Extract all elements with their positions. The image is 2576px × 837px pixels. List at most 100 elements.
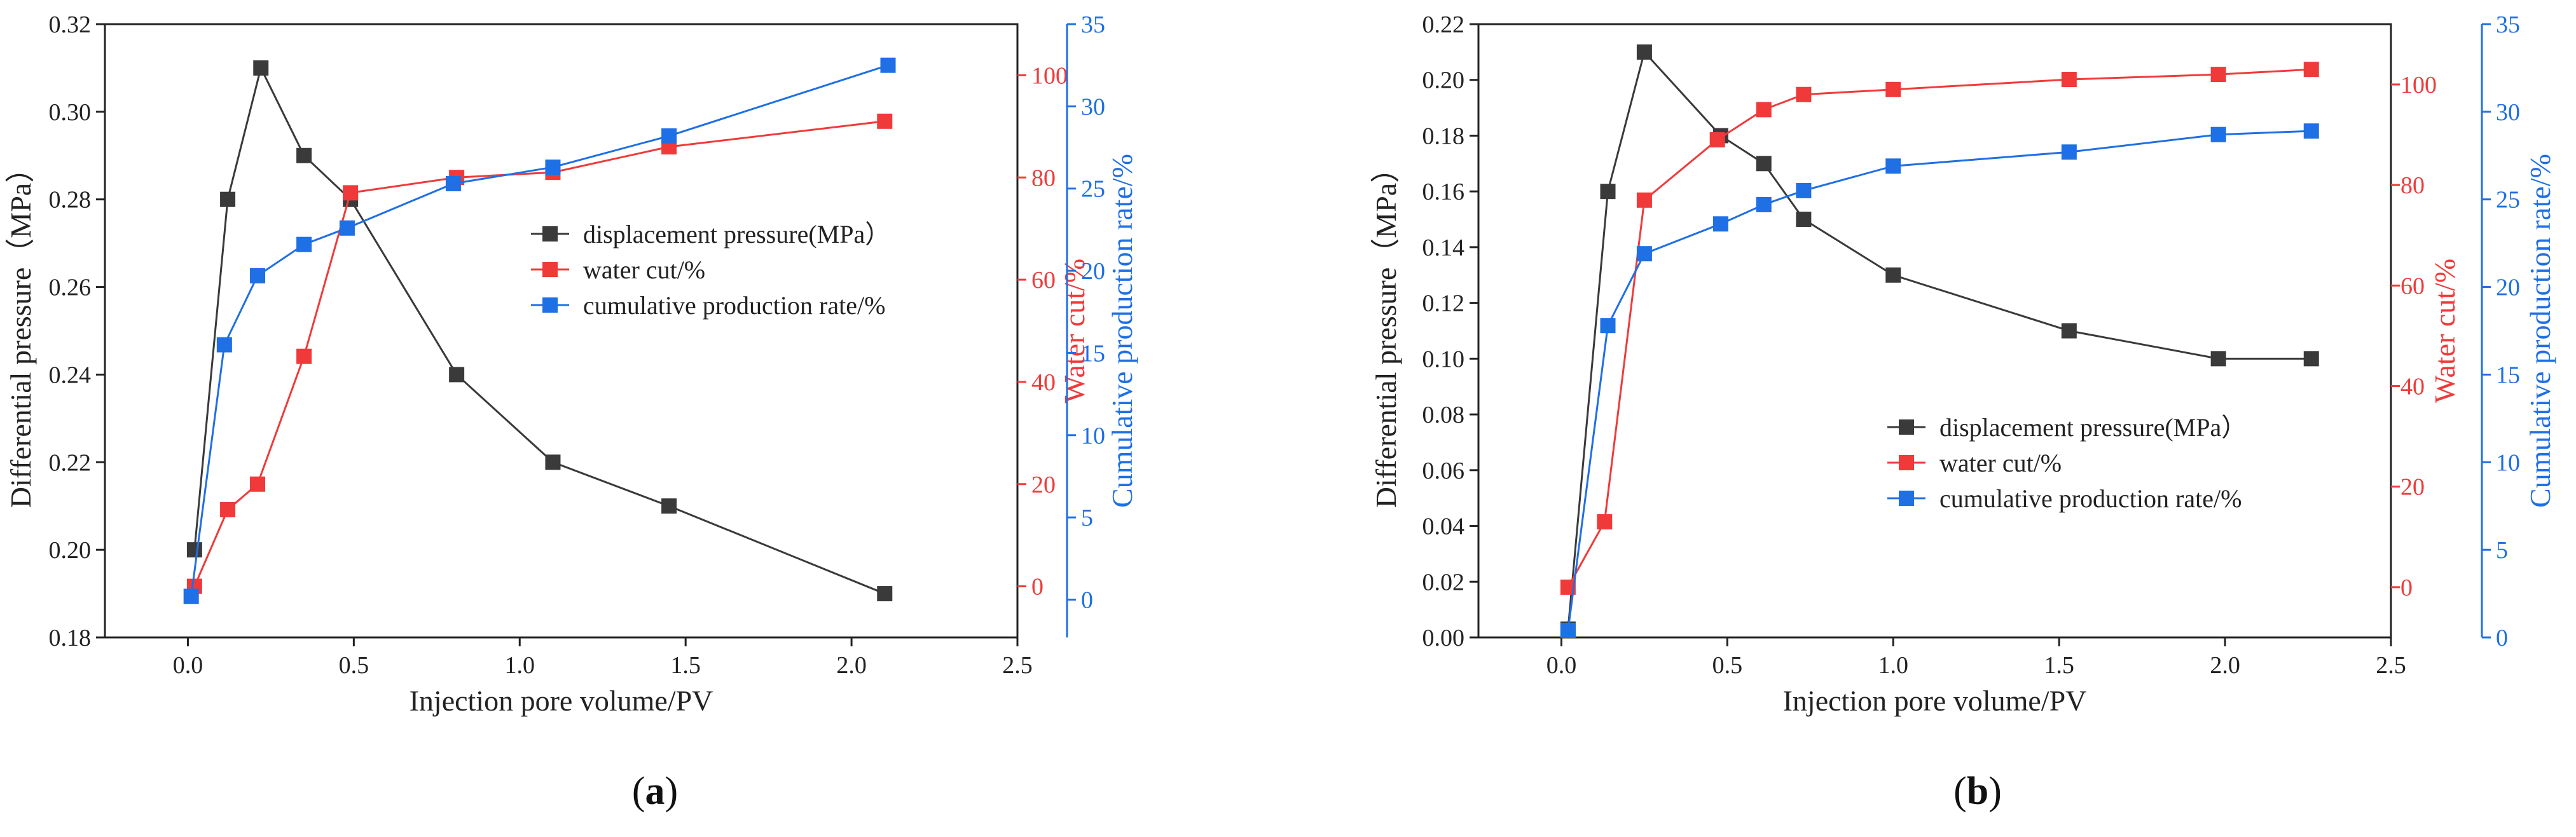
y-right2-tick-label: 20 <box>1081 258 1105 285</box>
y-right2-axis-title: Cumulative production rate/% <box>1106 154 1138 508</box>
x-tick-label: 1.5 <box>2044 652 2074 679</box>
caption-letter: a <box>645 770 665 813</box>
y-right1-tick-label: 60 <box>1031 267 1056 294</box>
series-line-production <box>190 64 888 597</box>
data-point-production <box>445 175 461 191</box>
y-right2-tick-label: 15 <box>1081 340 1105 367</box>
y-left-tick-label: 0.22 <box>1422 11 1465 38</box>
data-point-production <box>1600 318 1616 334</box>
data-point-production <box>880 57 896 73</box>
y-right2-tick-label: 0 <box>2496 625 2508 651</box>
data-point-pressure <box>186 542 202 558</box>
data-point-production <box>2061 144 2077 160</box>
x-tick-label: 1.0 <box>1878 652 1909 679</box>
legend-label: displacement pressure(MPa） <box>1939 413 2247 442</box>
legend-marker-pressure <box>542 226 558 242</box>
y-left-tick-label: 0.14 <box>1422 235 1465 261</box>
caption-letter: b <box>1967 770 1988 813</box>
data-point-water <box>296 348 312 364</box>
y-right1-axis-title: Water cut/% <box>1058 259 1091 403</box>
series-line-water <box>1567 68 2311 588</box>
data-point-pressure <box>296 147 312 163</box>
y-right2-tick-label: 25 <box>2496 187 2520 214</box>
legend-marker-production <box>1899 491 1914 506</box>
data-point-pressure <box>2303 351 2319 367</box>
data-point-water <box>220 501 236 517</box>
y-right1-tick-label: 100 <box>2400 72 2437 99</box>
y-right1-tick-label: 40 <box>2400 374 2425 400</box>
data-point-production <box>339 220 355 236</box>
y-left-tick-label: 0.00 <box>1422 625 1465 651</box>
series-line-pressure <box>1567 50 2311 629</box>
data-point-pressure <box>1756 156 1772 172</box>
data-point-water <box>1756 102 1772 118</box>
y-right2-tick-label: 35 <box>1081 11 1105 38</box>
y-left-tick-label: 0.24 <box>49 362 92 388</box>
chart-panel-b: 0.0 0.5 1.0 1.5 2.0 2.5 Injection pore volume/… <box>1370 11 2556 813</box>
y-right1-tick-label: 0 <box>1031 574 1043 601</box>
y-left-tick-label: 0.18 <box>49 625 92 651</box>
series-line-pressure <box>193 65 885 595</box>
data-point-pressure <box>877 586 893 602</box>
y-left-tick-label: 0.22 <box>49 449 92 476</box>
data-point-water <box>2210 67 2226 83</box>
y-left-tick-label: 0.18 <box>1422 123 1465 149</box>
x-tick-label: 0.0 <box>173 652 203 679</box>
caption-close: ) <box>1988 770 2002 813</box>
y-left-tick-label: 0.16 <box>1422 179 1465 205</box>
y-left-tick-label: 0.30 <box>49 99 92 126</box>
data-point-water <box>1636 192 1652 208</box>
data-point-water <box>1796 86 1812 102</box>
y-right1-tick-label: 0 <box>2400 575 2413 601</box>
y-left-tick-label: 0.32 <box>49 11 92 38</box>
x-tick-label: 0.0 <box>1546 652 1577 679</box>
y-right2-tick-label: 5 <box>2496 537 2508 564</box>
data-point-pressure <box>661 498 677 514</box>
y-right1-tick-label: 100 <box>1031 62 1068 89</box>
data-point-production <box>296 236 312 252</box>
data-point-water <box>1597 514 1613 530</box>
data-point-production <box>216 337 232 353</box>
legend-label: cumulative production rate/% <box>583 291 885 320</box>
data-point-pressure <box>1796 212 1812 228</box>
plot-frame <box>1477 23 2392 639</box>
y-right2-tick-label: 10 <box>2496 449 2520 476</box>
chart-panel-a: 0.0 0.5 1.0 1.5 2.0 2.5 Injection pore volume/… <box>4 11 1138 813</box>
data-point-production <box>1560 622 1576 638</box>
data-point-production <box>1885 158 1901 174</box>
y-right1-tick-label: 20 <box>1031 472 1056 498</box>
y-left-axis-title: Differential pressure（MPa） <box>4 154 37 508</box>
y-right2-tick-label: 10 <box>1081 423 1105 449</box>
plot-frame <box>104 23 1019 639</box>
y-right1-tick-label: 20 <box>2400 474 2425 501</box>
y-right2-tick-label: 20 <box>2496 275 2520 301</box>
y-left-tick-label: 0.04 <box>1422 514 1465 540</box>
data-point-production <box>545 160 561 175</box>
y-left-tick-label: 0.10 <box>1422 346 1465 372</box>
data-point-pressure <box>253 60 269 76</box>
series-line-production <box>1567 130 2311 631</box>
x-tick-label: 1.5 <box>670 652 701 679</box>
data-point-production <box>2303 123 2319 139</box>
y-left-tick-label: 0.20 <box>1422 67 1465 94</box>
data-point-pressure <box>1885 267 1901 283</box>
y-right2-tick-label: 25 <box>1081 176 1105 203</box>
x-axis-title: Injection pore volume/PV <box>410 684 713 717</box>
legend-label: cumulative production rate/% <box>1939 484 2242 513</box>
data-point-pressure <box>2210 351 2226 367</box>
y-right1-tick-label: 60 <box>2400 273 2425 299</box>
y-right2-tick-label: 30 <box>1081 93 1105 120</box>
y-right2-tick-label: 15 <box>2496 362 2520 388</box>
caption-open: ( <box>1953 770 1967 813</box>
x-tick-label: 2.0 <box>2210 652 2240 679</box>
legend-label: water cut/% <box>583 255 705 284</box>
data-point-water <box>343 185 359 201</box>
y-right1-tick-label: 80 <box>2400 172 2425 199</box>
data-point-pressure <box>1600 184 1616 200</box>
data-point-water <box>2061 72 2077 88</box>
legend-label: displacement pressure(MPa） <box>583 220 890 248</box>
legend-marker-production <box>542 297 558 313</box>
y-right2-axis-title: Cumulative production rate/% <box>2524 154 2556 508</box>
x-tick-label: 0.5 <box>1712 652 1743 679</box>
